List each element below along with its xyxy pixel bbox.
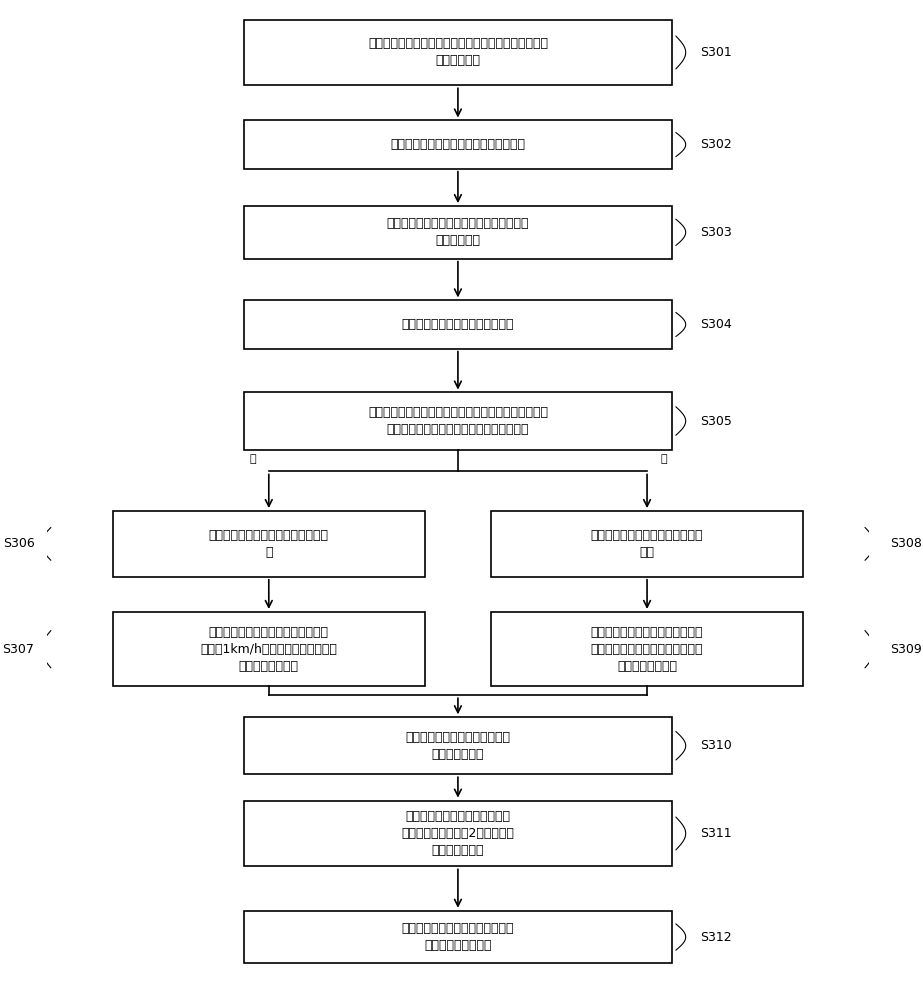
- Text: S306: S306: [3, 537, 34, 550]
- FancyBboxPatch shape: [113, 612, 425, 686]
- FancyBboxPatch shape: [244, 801, 672, 866]
- FancyBboxPatch shape: [244, 120, 672, 169]
- FancyBboxPatch shape: [244, 206, 672, 259]
- FancyBboxPatch shape: [491, 612, 803, 686]
- Text: 驾驶位置调整装置检测人脸识别
系统的开启时长: 驾驶位置调整装置检测人脸识别 系统的开启时长: [405, 731, 510, 761]
- Text: S309: S309: [890, 643, 921, 656]
- FancyBboxPatch shape: [244, 392, 672, 450]
- FancyBboxPatch shape: [113, 511, 425, 577]
- Text: S305: S305: [701, 415, 732, 428]
- Text: 驾驶位置调整装置确定所述车辆的人脸特征库中是否存
在与所述人脸特征信息对应的驾驶位置数据: 驾驶位置调整装置确定所述车辆的人脸特征库中是否存 在与所述人脸特征信息对应的驾驶…: [368, 406, 548, 436]
- Text: 驾驶位置调整装置在确定车辆当前车
速小于1km/h时，根据所述驾驶位置
数据调整驾驶位置: 驾驶位置调整装置在确定车辆当前车 速小于1km/h时，根据所述驾驶位置 数据调整…: [200, 626, 337, 673]
- FancyBboxPatch shape: [491, 511, 803, 577]
- FancyBboxPatch shape: [244, 300, 672, 349]
- Text: 否: 否: [660, 454, 666, 464]
- FancyBboxPatch shape: [244, 717, 672, 774]
- Text: 人脸识别系统识别驾驶员面部特征: 人脸识别系统识别驾驶员面部特征: [402, 318, 514, 331]
- Text: S303: S303: [701, 226, 732, 239]
- Text: 驾驶位置调整装置获取车内环境光线强度: 驾驶位置调整装置获取车内环境光线强度: [390, 138, 525, 151]
- Text: S302: S302: [701, 138, 732, 151]
- Text: S312: S312: [701, 931, 732, 944]
- Text: S304: S304: [701, 318, 732, 331]
- Text: S308: S308: [890, 537, 921, 550]
- Text: 获取驾驶员手动调整后的驾驶位置
数据: 获取驾驶员手动调整后的驾驶位置 数据: [591, 529, 703, 559]
- Text: 在关闭人脸识别系统后，停止调整
所述车辆的驾驶位置: 在关闭人脸识别系统后，停止调整 所述车辆的驾驶位置: [402, 922, 514, 952]
- Text: 在所述车内环境光线强度小于预设阈值时，
开启照明系统: 在所述车内环境光线强度小于预设阈值时， 开启照明系统: [387, 217, 529, 247]
- Text: S310: S310: [701, 739, 732, 752]
- Text: S311: S311: [701, 827, 732, 840]
- Text: 驾驶位置调整装置在确定人脸识
别系统开启时长等于2分钟时，关
闭人脸识别系统: 驾驶位置调整装置在确定人脸识 别系统开启时长等于2分钟时，关 闭人脸识别系统: [402, 810, 514, 857]
- FancyBboxPatch shape: [244, 20, 672, 85]
- Text: S301: S301: [701, 46, 732, 59]
- Text: 是: 是: [249, 454, 256, 464]
- Text: 驾驶位置调整装置获取车辆当前的车
速: 驾驶位置调整装置获取车辆当前的车 速: [209, 529, 329, 559]
- Text: S307: S307: [3, 643, 34, 656]
- FancyBboxPatch shape: [244, 911, 672, 963]
- Text: 驾驶位置调整装置在获取到车门锁开启的信息后，启动
人脸识别系统: 驾驶位置调整装置在获取到车门锁开启的信息后，启动 人脸识别系统: [368, 37, 548, 67]
- Text: 将所述手动调整后的驾驶位置数据
与所述人脸特征信息的对应关系存
入所述人脸特征库: 将所述手动调整后的驾驶位置数据 与所述人脸特征信息的对应关系存 入所述人脸特征库: [591, 626, 703, 673]
